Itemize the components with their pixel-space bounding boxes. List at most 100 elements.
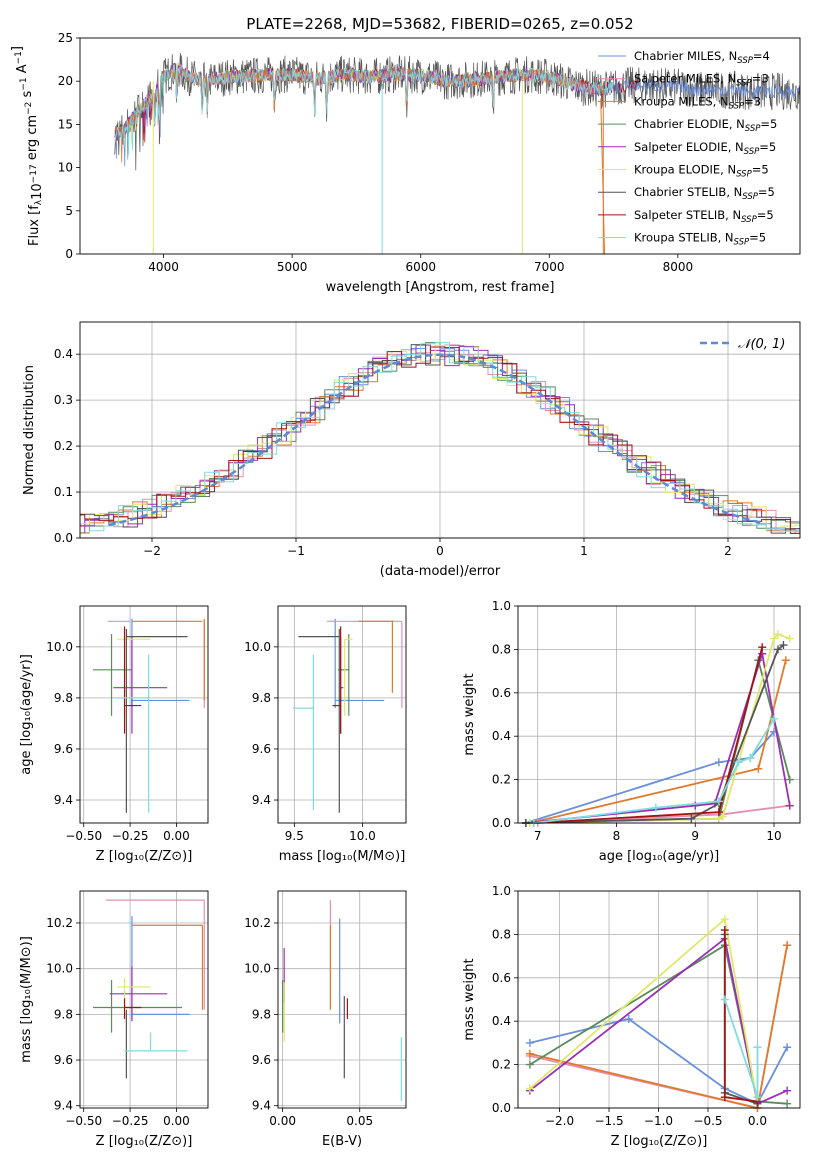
axes-frame — [79, 605, 209, 824]
legend-entry-kroupa_stelib: Kroupa STELIB, NSSP=5 — [634, 231, 766, 248]
y-tick-label: 0.0 — [492, 816, 511, 830]
x-tick-label: 9.5 — [285, 829, 304, 843]
y-tick-label: 25 — [58, 31, 73, 45]
weight-marker-kroupa_stelib — [734, 758, 743, 767]
y-tick-label: 0.4 — [492, 1014, 511, 1028]
y-axis-label: Flux [fλ10−17 erg cm−2 s−1 A−1] — [10, 46, 45, 246]
legend-entry-salpeter_stelib: Salpeter STELIB, NSSP=5 — [634, 208, 774, 225]
weight-marker-kroupa_elodie — [525, 1084, 534, 1093]
weight-marker-kroupa_stelib — [770, 714, 779, 723]
chart-z_age: −0.50 −0.25 0.00 9.4 9.6 9.8 10.0 Z [log₁₀(Z/Z⊙… — [19, 605, 209, 864]
legend-label: Kroupa ELODIE, N — [634, 163, 736, 177]
weight-line-salpeter_elodie — [529, 937, 788, 1105]
x-tick-label: 0 — [436, 544, 444, 558]
y-axis-label: mass [log₁₀(M/M⊙)] — [19, 936, 34, 1063]
y-tick-label: 9.6 — [54, 742, 73, 756]
legend-label: Chabrier MILES, N — [634, 49, 737, 63]
y-tick-label: 9.4 — [54, 1099, 73, 1113]
histogram-salpeter_stelib — [80, 346, 800, 534]
y-tick-label: 15 — [58, 117, 73, 131]
y-axis-label-part: s — [20, 90, 35, 101]
legend-entry-salpeter_elodie: Salpeter ELODIE, NSSP=5 — [634, 140, 776, 157]
weight-marker-kroupa_miles — [783, 941, 792, 950]
x-tick-label: −2.0 — [545, 1114, 574, 1128]
x-tick-label: 7 — [534, 829, 542, 843]
y-axis-label-part: 10 — [30, 183, 45, 200]
y-tick-label: 0.4 — [492, 729, 511, 743]
x-tick-label: −2 — [143, 544, 161, 558]
legend-suffix: =5 — [757, 208, 774, 222]
y-axis-label-part: λ — [34, 199, 44, 205]
x-tick-label: 1 — [580, 544, 588, 558]
y-tick-label: 0 — [65, 247, 73, 261]
y-tick-label: 0.8 — [492, 927, 511, 941]
chart-spectrum: 4000 5000 6000 7000 8000 0 5 10 15 20 25 wavelength… — [10, 31, 801, 295]
x-axis-label: (data-model)/error — [380, 564, 501, 579]
legend-suffix: =4 — [753, 49, 770, 63]
x-tick-label: −1 — [287, 544, 305, 558]
x-tick-label: 0.0 — [748, 1114, 767, 1128]
weight-marker-chabrier_stelib — [687, 814, 696, 823]
y-axis-label-part: −1 — [14, 51, 24, 64]
x-tick-label: 10.0 — [349, 829, 376, 843]
y-tick-label: 1.0 — [492, 599, 511, 613]
y-tick-label: 10.0 — [244, 962, 271, 976]
y-tick-label: 10.0 — [244, 640, 271, 654]
x-axis-label: Z [log₁₀(Z/Z⊙)] — [96, 849, 193, 864]
legend-subscript: SSP — [744, 147, 760, 157]
spectrum-line-chabrier_miles — [114, 65, 800, 167]
weight-marker-kroupa_elodie — [718, 812, 727, 821]
x-tick-label: 5000 — [277, 260, 308, 274]
axes-frame — [79, 37, 801, 255]
legend-entry-chabrier_stelib: Chabrier STELIB, NSSP=5 — [634, 185, 775, 202]
y-tick-label: 9.6 — [252, 1053, 271, 1067]
chart-z_mass: −0.50 −0.25 0.00 9.4 9.6 9.8 10.0 10.2 Z [log₁₀(… — [19, 890, 209, 1149]
legend-subscript: SSP — [745, 124, 761, 134]
x-tick-label: −1.0 — [644, 1114, 673, 1128]
weight-marker-salpeter_stelib — [720, 926, 729, 935]
y-tick-label: 9.8 — [54, 691, 73, 705]
weight-marker-salpeter_elodie — [783, 1086, 792, 1095]
axes-frame — [79, 890, 209, 1109]
legend-subscript: SSP — [741, 215, 757, 225]
x-tick-label: 0.00 — [163, 1114, 190, 1128]
x-tick-label: −1.5 — [594, 1114, 623, 1128]
spectrum-line-chabrier_stelib — [114, 52, 800, 171]
weight-marker-chabrier_stelib — [773, 645, 782, 654]
y-tick-label: 0.1 — [54, 485, 73, 499]
x-tick-label: 7000 — [534, 260, 565, 274]
legend-suffix: =3 — [744, 94, 761, 108]
y-tick-label: 1.0 — [492, 884, 511, 898]
legend-label: Kroupa STELIB, N — [634, 231, 734, 245]
legend-label: Salpeter STELIB, N — [634, 208, 741, 222]
legend-entry-chabrier_elodie: Chabrier ELODIE, NSSP=5 — [634, 117, 777, 134]
weight-line-kroupa_stelib — [533, 718, 775, 824]
x-tick-label: 9 — [691, 829, 699, 843]
weight-marker-kroupa_elodie — [770, 634, 779, 643]
y-tick-label: 0.0 — [54, 531, 73, 545]
legend-subscript: SSP — [734, 238, 750, 248]
x-tick-label: 6000 — [405, 260, 436, 274]
legend-label: Chabrier ELODIE, N — [634, 117, 745, 131]
y-tick-label: 0.6 — [492, 971, 511, 985]
weight-line-kroupa_miles — [529, 660, 787, 824]
y-axis-label-part: erg cm — [25, 115, 40, 164]
x-tick-label: 0.00 — [269, 1114, 296, 1128]
legend-entry-kroupa_miles: Kroupa MILES, NSSP=3 — [634, 94, 761, 111]
y-tick-label: 0.2 — [492, 1058, 511, 1072]
weight-marker-salpeter_stelib — [758, 643, 767, 652]
axes-frame — [79, 321, 801, 539]
weight-marker-kroupa_stelib — [746, 753, 755, 762]
legend-suffix: =5 — [752, 163, 769, 177]
spectrum-line-kroupa_stelib — [114, 63, 614, 155]
normal-curve — [108, 353, 765, 527]
legend-subscript: SSP — [736, 79, 752, 89]
y-axis-label: mass weight — [462, 958, 477, 1040]
weight-line-chabrier_elodie — [529, 660, 791, 824]
y-axis-label: Normed distribution — [22, 365, 37, 495]
x-tick-label: −0.5 — [693, 1114, 722, 1128]
weight-marker-kroupa_stelib — [714, 797, 723, 806]
legend-suffix: =5 — [760, 117, 777, 131]
legend-label: Salpeter MILES, N — [634, 72, 736, 86]
weight-marker-kroupa_miles — [525, 1049, 534, 1058]
